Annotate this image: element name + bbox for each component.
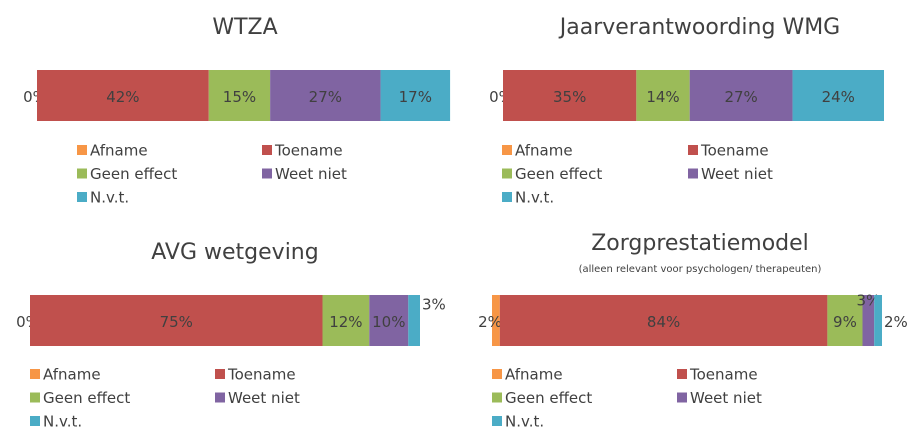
bar-segment (380, 70, 451, 121)
bar-segment (874, 295, 882, 346)
bar-segment (369, 295, 409, 346)
legend-swatch (215, 392, 225, 403)
legend-label: Geen effect (505, 389, 592, 407)
bar-segment (792, 70, 884, 121)
data-label: 24% (822, 88, 855, 106)
bar-segment (30, 295, 323, 346)
legend-swatch (677, 369, 687, 379)
bar-segment (499, 295, 828, 346)
legend-label: N.v.t. (515, 189, 554, 207)
legend-label: Toename (700, 142, 769, 160)
data-label: 14% (646, 88, 679, 106)
data-label: 3% (422, 296, 446, 314)
legend-swatch (677, 392, 687, 403)
legend-swatch (77, 168, 87, 179)
data-label: 27% (724, 88, 757, 106)
legend-label: N.v.t. (43, 413, 82, 431)
bar-segment (862, 295, 875, 346)
legend-swatch (262, 145, 272, 155)
bar-segment (636, 70, 690, 121)
legend-swatch (688, 145, 698, 155)
legend-label: Toename (689, 366, 758, 384)
data-label: 17% (399, 88, 432, 106)
legend-label: Weet niet (228, 389, 300, 407)
data-label: 84% (647, 313, 680, 331)
legend-swatch (492, 392, 502, 403)
bar-segment (37, 70, 209, 121)
legend-swatch (77, 145, 87, 155)
legend-label: Weet niet (701, 165, 773, 183)
chart-subtitle: (alleen relevant voor psychologen/ thera… (579, 264, 822, 275)
bar-segment (322, 295, 370, 346)
legend-label: Toename (274, 142, 343, 160)
bar-segment (503, 70, 637, 121)
bar-segment (270, 70, 381, 121)
legend-label: Geen effect (515, 165, 602, 183)
legend-swatch (215, 369, 225, 379)
chart-title: WTZA (212, 15, 277, 40)
data-label: 15% (223, 88, 256, 106)
chart-title: AVG wetgeving (151, 240, 318, 265)
bar-segment (208, 70, 271, 121)
legend-swatch (502, 192, 512, 202)
data-label: 75% (160, 313, 193, 331)
legend-label: Afname (90, 142, 148, 160)
legend-swatch (492, 369, 502, 379)
legend-swatch (492, 416, 502, 426)
legend-swatch (77, 192, 87, 202)
data-label: 42% (106, 88, 139, 106)
bar-segment (492, 295, 500, 346)
legend-swatch (262, 168, 272, 179)
data-label: 2% (478, 313, 502, 331)
legend-swatch (688, 168, 698, 179)
legend-label: N.v.t. (505, 413, 544, 431)
data-label: 9% (833, 313, 857, 331)
data-label: 35% (553, 88, 586, 106)
legend-label: Weet niet (275, 165, 347, 183)
legend-swatch (30, 392, 40, 403)
legend-label: Geen effect (43, 389, 130, 407)
legend-swatch (502, 145, 512, 155)
legend-label: Toename (227, 366, 296, 384)
data-label: 12% (329, 313, 362, 331)
legend-label: Afname (515, 142, 573, 160)
bar-segment (408, 295, 420, 346)
legend-swatch (30, 369, 40, 379)
chart-title: Jaarverantwoording WMG (558, 15, 840, 40)
legend-swatch (30, 416, 40, 426)
data-label: 27% (309, 88, 342, 106)
chart-title: Zorgprestatiemodel (591, 231, 809, 256)
legend-label: Weet niet (690, 389, 762, 407)
bar-segment (827, 295, 863, 346)
legend-label: N.v.t. (90, 189, 129, 207)
data-label: 10% (372, 313, 405, 331)
legend-swatch (502, 168, 512, 179)
legend-label: Afname (505, 366, 563, 384)
bar-segment (689, 70, 793, 121)
legend-label: Geen effect (90, 165, 177, 183)
data-label: 2% (884, 313, 908, 331)
legend-label: Afname (43, 366, 101, 384)
